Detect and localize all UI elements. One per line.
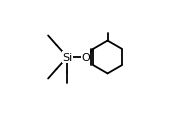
Text: O: O	[81, 53, 90, 62]
Text: Si: Si	[62, 53, 73, 62]
